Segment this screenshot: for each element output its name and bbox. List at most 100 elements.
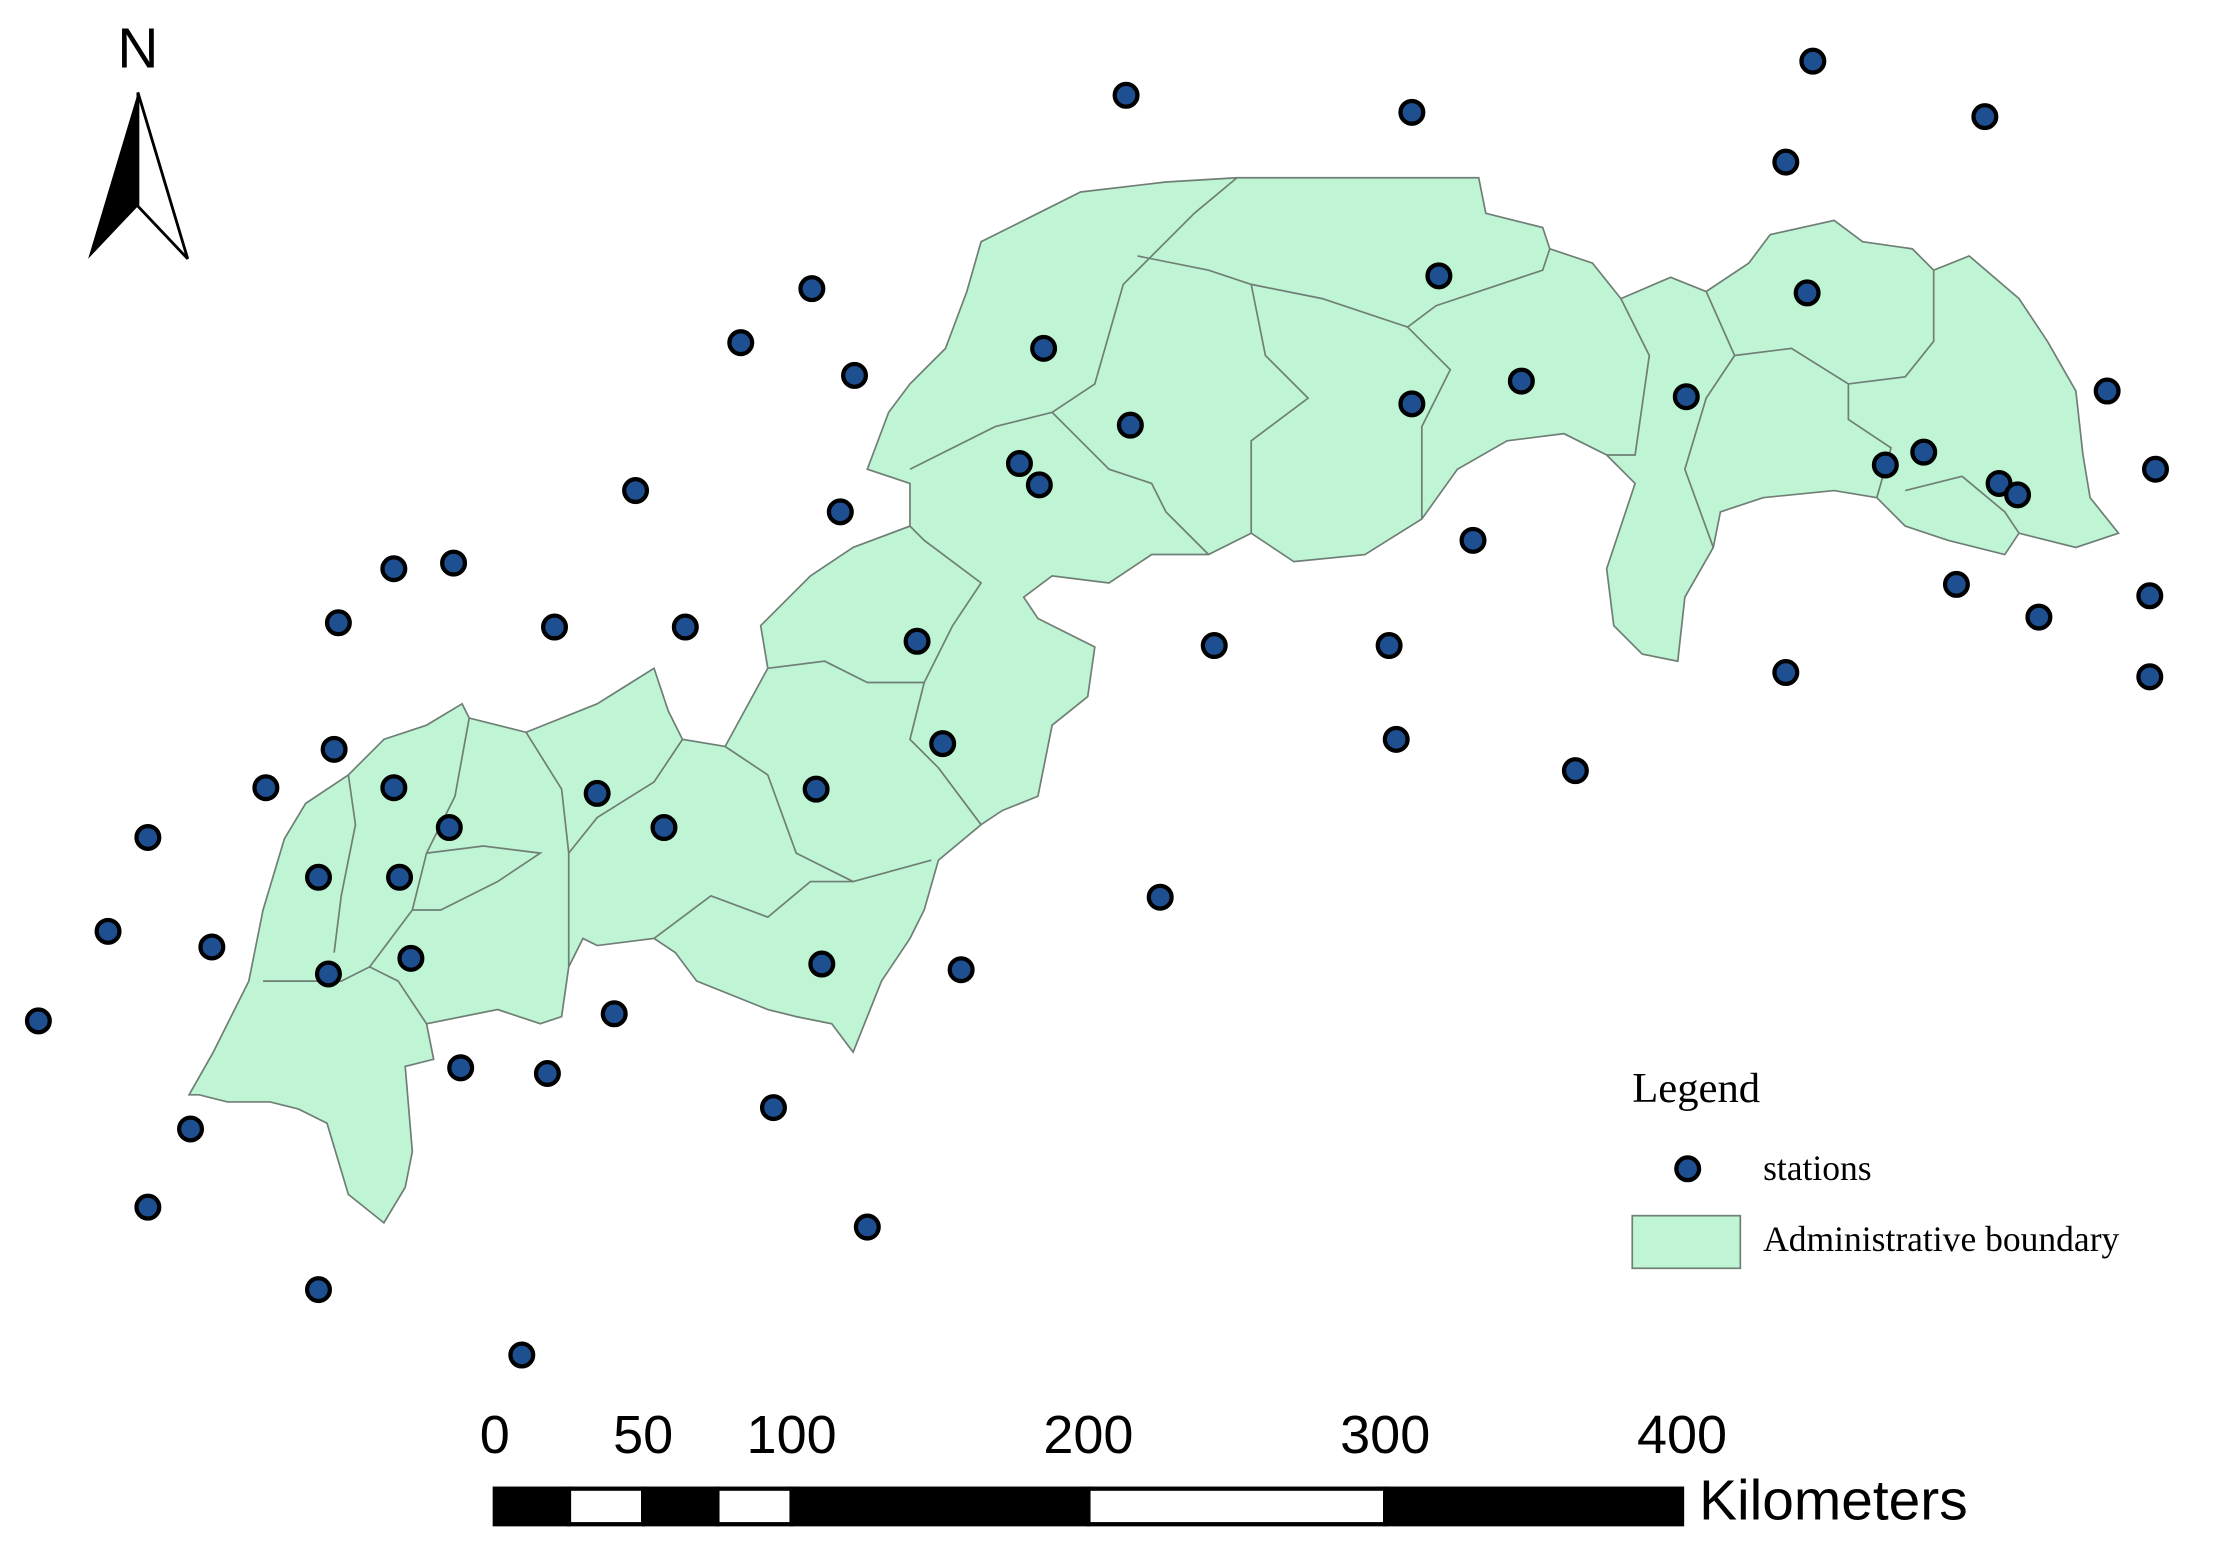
station [304, 863, 332, 891]
station [798, 275, 826, 303]
boundary [1905, 475, 2020, 534]
boundary [567, 738, 684, 967]
scale-tick-label: 400 [1637, 1405, 1727, 1465]
station [24, 1007, 52, 1035]
station [447, 1054, 475, 1082]
station [252, 774, 280, 802]
station [1005, 450, 1033, 478]
station [600, 1000, 628, 1028]
station [650, 814, 678, 842]
scale-segment [789, 1486, 1091, 1527]
scale-segment [1086, 1486, 1388, 1527]
station [314, 960, 342, 988]
boundary [525, 731, 570, 854]
station [841, 361, 869, 389]
station [1398, 390, 1426, 418]
legend-title: Legend [1632, 1065, 1760, 1112]
boundary [1137, 248, 1551, 328]
station [853, 1213, 881, 1241]
legend-item: Administrative boundary [1763, 1219, 2119, 1259]
station [435, 814, 463, 842]
station [1030, 334, 1058, 362]
station [2136, 582, 2164, 610]
station [1398, 98, 1426, 126]
station [533, 1059, 561, 1088]
boundary [1250, 284, 1310, 534]
boundary [1407, 326, 1452, 519]
station [2141, 455, 2169, 483]
boundary [1606, 298, 1651, 456]
boundary [767, 660, 925, 684]
scale-segment [566, 1486, 646, 1527]
station [1772, 659, 1800, 687]
scale-tick-label: 200 [1043, 1405, 1133, 1465]
station [727, 329, 755, 357]
station [1561, 757, 1589, 785]
boundary [724, 745, 932, 883]
station [671, 613, 699, 641]
scale-unit: Kilometers [1699, 1469, 1968, 1532]
station [1459, 526, 1487, 554]
station [1971, 103, 1999, 131]
station [903, 627, 931, 655]
scale-tick-label: 50 [613, 1405, 673, 1465]
station [2136, 663, 2164, 691]
station [397, 944, 425, 972]
station [324, 609, 352, 637]
station [759, 1094, 787, 1122]
legend-station-symbol [1674, 1155, 1702, 1183]
boundary [1683, 291, 1736, 548]
station [1200, 632, 1228, 660]
station [826, 498, 854, 526]
station [134, 1193, 162, 1221]
scale-tick-label: 300 [1340, 1405, 1430, 1465]
station [947, 956, 975, 984]
internal-boundaries [263, 177, 2020, 1025]
station [2004, 481, 2032, 509]
scale-segment [1383, 1486, 1685, 1527]
legend: Legend stations Administrative boundary [1631, 1065, 2120, 1270]
station [304, 1276, 332, 1304]
station [386, 863, 414, 891]
boundary [1734, 270, 1935, 385]
station [2025, 603, 2053, 631]
station [508, 1341, 536, 1369]
station [583, 779, 611, 807]
station [929, 730, 957, 758]
north-label: N [117, 18, 158, 81]
station [1116, 411, 1144, 439]
station [380, 555, 408, 583]
boundary [369, 966, 428, 1025]
scale-segment [492, 1486, 572, 1527]
station [1146, 883, 1174, 911]
station [380, 774, 408, 802]
administrative-regions [187, 176, 2120, 1225]
scale-segment [715, 1486, 794, 1527]
boundary [1051, 411, 1210, 556]
station [1382, 725, 1410, 753]
boundary [653, 880, 854, 940]
station [2093, 377, 2121, 405]
station [1425, 262, 1453, 290]
station [320, 735, 348, 763]
boundary [412, 845, 543, 911]
station [1910, 438, 1938, 466]
station [1375, 632, 1403, 660]
station [1672, 383, 1700, 411]
scale-segment [641, 1486, 720, 1527]
station [802, 775, 830, 803]
legend-item: stations [1763, 1148, 1872, 1188]
stations [24, 47, 2169, 1369]
scale-bar: Kilometers 0 50 100 200 300 400 [480, 1405, 1968, 1532]
arrow-right [136, 92, 190, 260]
station [808, 950, 836, 978]
station [541, 613, 569, 641]
station [1871, 451, 1899, 479]
station [198, 933, 226, 961]
station [622, 477, 650, 505]
station [1112, 81, 1140, 109]
legend-boundary-symbol [1631, 1214, 1742, 1270]
station [1793, 279, 1821, 307]
station [1799, 47, 1827, 75]
